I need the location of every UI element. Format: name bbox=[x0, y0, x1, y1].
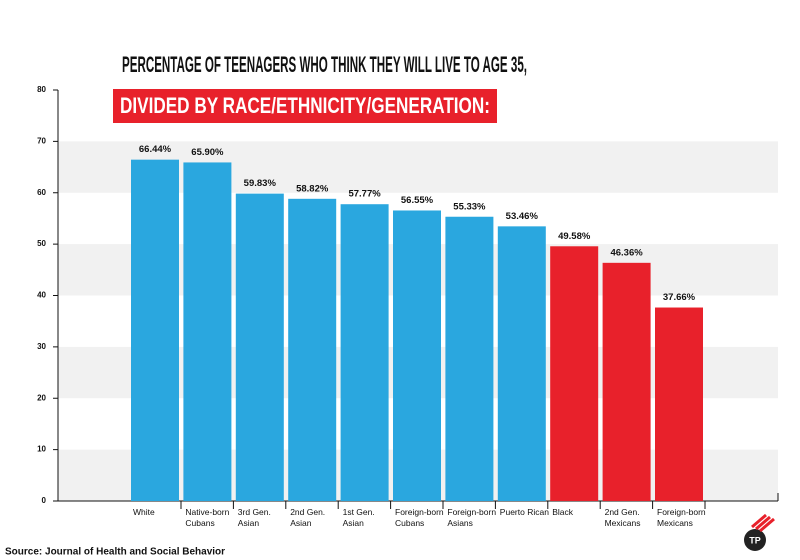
bar bbox=[445, 216, 494, 501]
y-tick-label: 30 bbox=[37, 342, 46, 351]
bar bbox=[340, 204, 389, 502]
bar bbox=[393, 210, 441, 502]
bar bbox=[235, 193, 284, 501]
y-tick-label: 20 bbox=[37, 393, 46, 402]
x-tick-label: 2nd Gen. Asian bbox=[290, 507, 325, 528]
value-label: 55.33% bbox=[453, 201, 486, 212]
y-tick-label: 70 bbox=[37, 136, 46, 145]
logo-circle bbox=[744, 529, 766, 551]
bar bbox=[183, 162, 232, 501]
chart-subtitle: DIVIDED BY RACE/ETHNICITY/GENERATION: bbox=[120, 93, 490, 118]
bar bbox=[655, 307, 703, 501]
bar bbox=[131, 159, 179, 502]
x-tick-label: 1st Gen. Asian bbox=[343, 507, 375, 528]
value-label: 66.44% bbox=[139, 144, 172, 155]
x-tick-label: Native-born Cubans bbox=[185, 507, 229, 528]
x-tick-label: 2nd Gen. Mexicans bbox=[605, 507, 641, 528]
value-label: 56.55% bbox=[401, 195, 434, 206]
value-label: 65.90% bbox=[191, 147, 224, 158]
x-tick-label: Foreign-born Asians bbox=[447, 507, 496, 528]
value-label: 53.46% bbox=[506, 211, 539, 222]
value-label: 37.66% bbox=[663, 292, 696, 303]
subtitle-box bbox=[113, 89, 497, 123]
x-tick-label: Puerto Rican bbox=[500, 507, 549, 517]
value-label: 57.77% bbox=[348, 189, 381, 200]
bar bbox=[288, 198, 337, 501]
bar bbox=[550, 246, 599, 501]
source: Source: Journal of Health and Social Beh… bbox=[5, 547, 225, 558]
y-tick-label: 50 bbox=[37, 239, 46, 248]
y-tick-label: 80 bbox=[37, 85, 46, 94]
value-label: 58.82% bbox=[296, 183, 329, 194]
x-tick-label: Foreign-born Mexicans bbox=[657, 507, 706, 528]
x-tick-label: Black bbox=[552, 507, 574, 517]
x-tick-label: 3rd Gen. Asian bbox=[238, 507, 271, 528]
logo-stripes bbox=[751, 513, 775, 533]
value-label: 46.36% bbox=[610, 247, 643, 258]
logo-text: TP bbox=[749, 535, 761, 545]
logo: TP bbox=[744, 513, 775, 551]
x-tick-label: Foreign-born Cubans bbox=[395, 507, 444, 528]
value-label: 59.83% bbox=[244, 178, 277, 189]
y-tick-label: 40 bbox=[37, 291, 46, 300]
chart-title: PERCENTAGE OF TEENAGERS WHO THINK THEY W… bbox=[122, 52, 527, 77]
y-tick-label: 60 bbox=[37, 188, 46, 197]
bar bbox=[497, 226, 546, 501]
y-tick-label: 10 bbox=[37, 445, 46, 454]
x-tick-label: White bbox=[133, 507, 155, 517]
bar bbox=[602, 262, 651, 501]
y-tick-label: 0 bbox=[42, 496, 47, 505]
value-label: 49.58% bbox=[558, 231, 591, 242]
